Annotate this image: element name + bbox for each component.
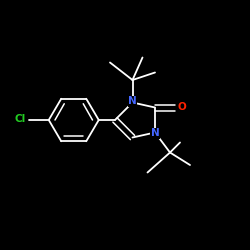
Text: O: O [178,102,187,112]
Text: Cl: Cl [14,114,26,124]
Text: N: N [128,96,137,106]
Text: N: N [150,128,160,138]
